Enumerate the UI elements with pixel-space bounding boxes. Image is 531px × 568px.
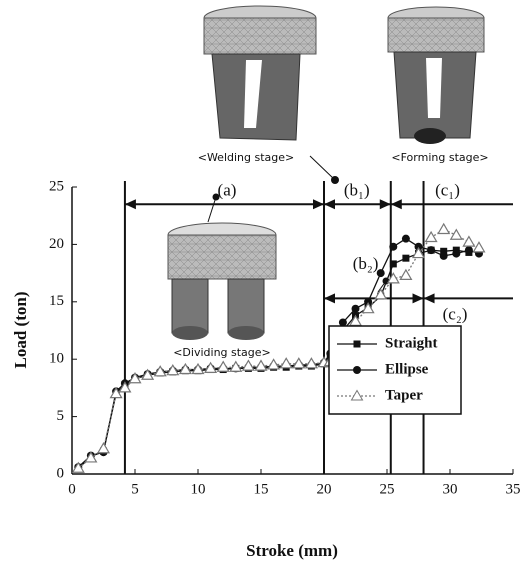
x-tick-label: 5	[131, 481, 139, 497]
point	[293, 358, 304, 368]
y-tick-label: 5	[57, 408, 65, 424]
x-tick-label: 10	[191, 481, 206, 497]
arrow-head	[380, 199, 391, 209]
legend-marker	[353, 366, 361, 374]
point	[402, 255, 409, 262]
arrow-head	[313, 199, 324, 209]
x-tick-label: 0	[68, 481, 76, 497]
y-tick-label: 0	[57, 465, 65, 481]
point	[463, 237, 474, 247]
leader-dot	[331, 176, 339, 184]
arrow-head	[391, 199, 402, 209]
point	[218, 362, 229, 372]
x-tick-label: 20	[317, 481, 332, 497]
point	[352, 305, 360, 313]
inset-caption: <Welding stage>	[198, 151, 295, 164]
point	[452, 250, 460, 258]
x-tick-label: 15	[254, 481, 269, 497]
point	[389, 243, 397, 251]
y-tick-label: 25	[49, 178, 64, 194]
point	[465, 246, 473, 254]
x-tick-label: 25	[380, 481, 395, 497]
annotation-label: (b₁)	[344, 180, 370, 199]
arrow-head	[324, 199, 335, 209]
arrow-head	[413, 293, 424, 303]
point	[230, 362, 241, 372]
arrow-head	[424, 293, 435, 303]
point	[243, 361, 254, 371]
x-tick-label: 35	[506, 481, 521, 497]
legend-label: Ellipse	[385, 361, 429, 377]
welding-stage-image	[204, 6, 316, 140]
point	[402, 235, 410, 243]
point	[427, 246, 435, 254]
point	[377, 269, 385, 277]
chart: <Welding stage> <Forming stage> <Dividin…	[0, 0, 531, 568]
point	[400, 270, 411, 280]
point	[281, 358, 292, 368]
inset-caption: <Forming stage>	[391, 151, 488, 164]
legend-label: Taper	[385, 387, 423, 403]
arrow-head	[125, 199, 136, 209]
dividing-stage-image	[168, 223, 276, 340]
point	[375, 289, 386, 299]
leader-line	[310, 156, 335, 180]
y-tick-label: 10	[49, 351, 64, 367]
leader-line	[208, 197, 216, 222]
annotation-label: (c₂)	[443, 304, 468, 323]
arrow-head	[324, 293, 335, 303]
annotation-label: (a)	[218, 180, 237, 199]
point	[256, 361, 267, 371]
x-axis-label: Stroke (mm)	[246, 541, 338, 560]
point	[426, 232, 437, 242]
point	[440, 252, 448, 260]
forming-stage-image	[388, 7, 484, 144]
point	[451, 230, 462, 240]
point	[473, 242, 484, 252]
legend-marker	[354, 341, 361, 348]
annotation-label: (b₂)	[353, 254, 379, 273]
annotation-label: (c₁)	[435, 180, 460, 199]
y-tick-label: 15	[49, 293, 64, 309]
point	[85, 452, 96, 462]
legend-label: Straight	[385, 335, 438, 351]
point	[98, 443, 109, 453]
y-tick-label: 20	[49, 236, 64, 252]
inset-caption: <Dividing stage>	[173, 346, 271, 359]
point	[438, 224, 449, 234]
y-axis-label: Load (ton)	[11, 292, 30, 369]
point	[306, 358, 317, 368]
x-tick-label: 30	[443, 481, 458, 497]
point	[390, 260, 397, 267]
